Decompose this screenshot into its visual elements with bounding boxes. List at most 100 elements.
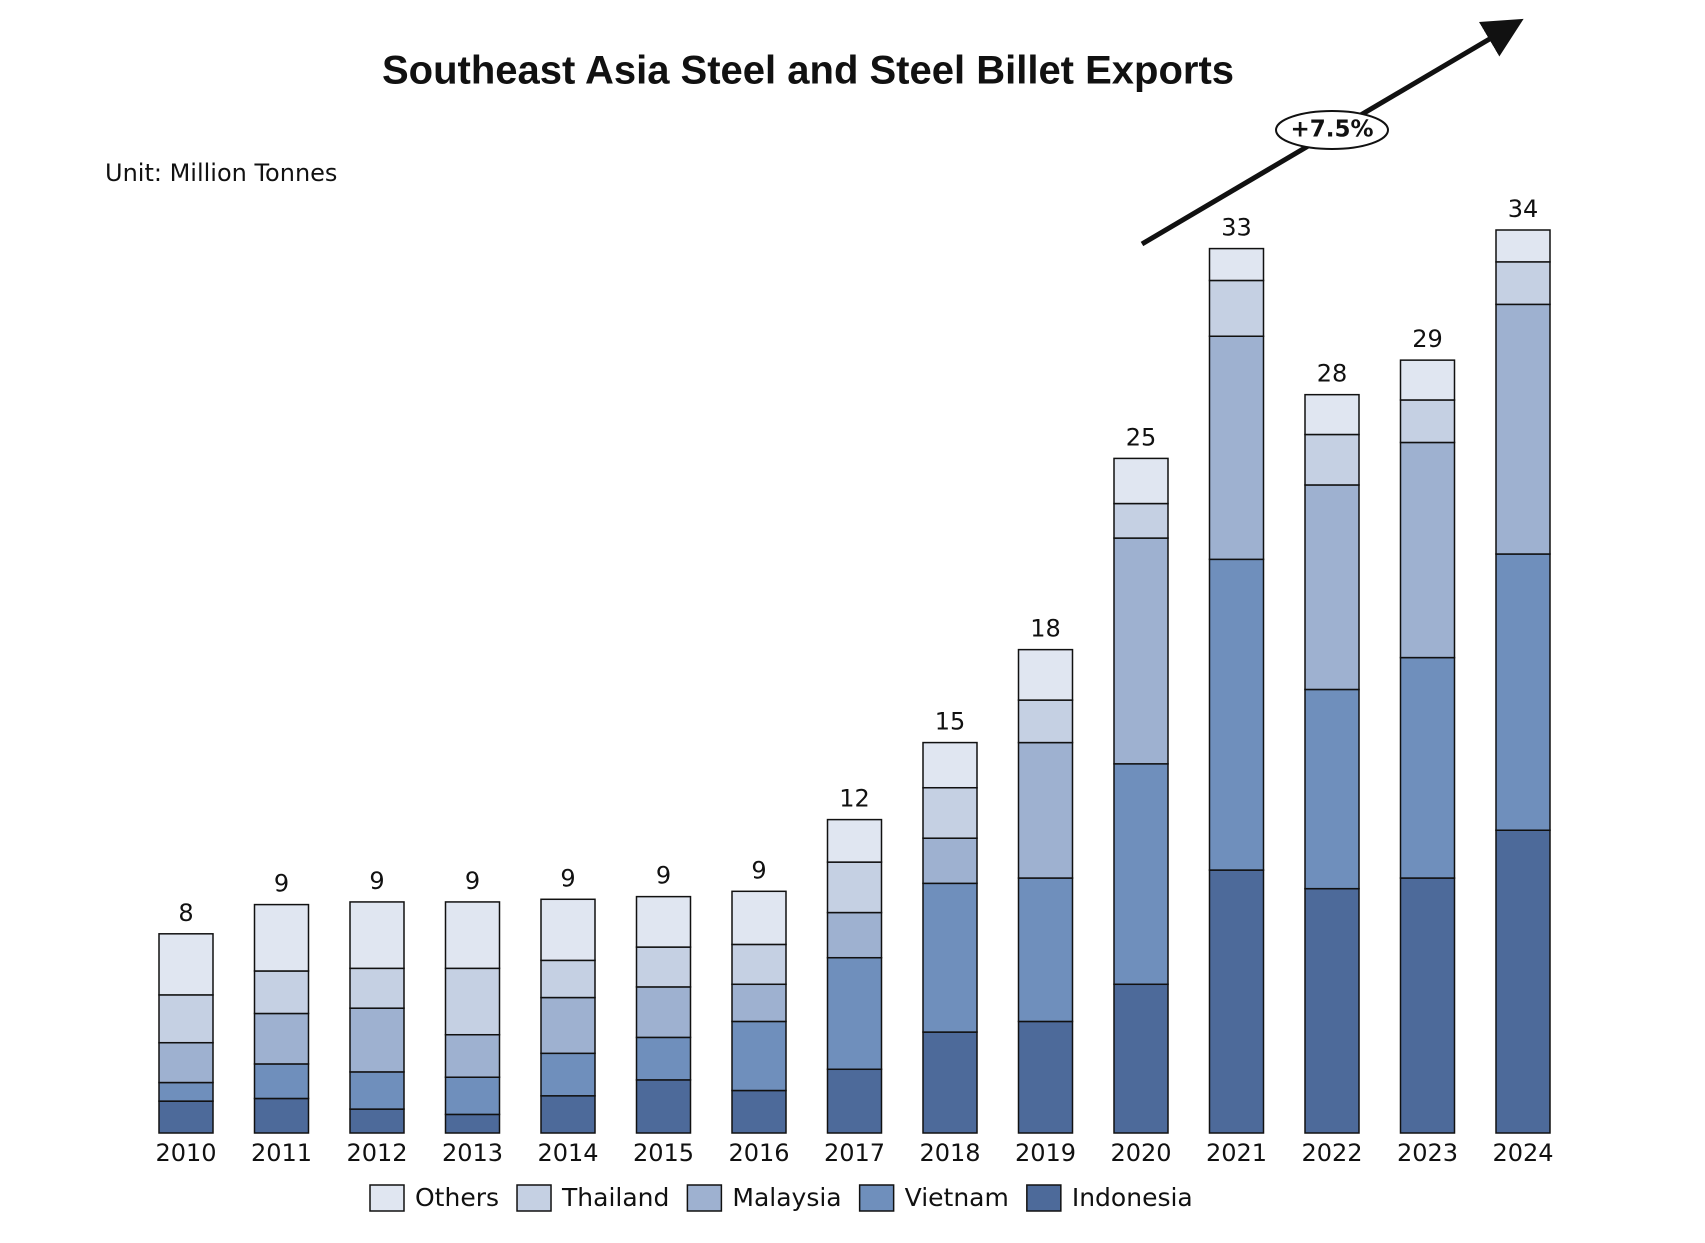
x-tick-label: 2016	[728, 1139, 789, 1167]
total-label: 18	[1030, 615, 1061, 643]
bar-segment	[922, 741, 978, 789]
bar-segment	[1208, 335, 1265, 561]
total-label: 33	[1221, 214, 1252, 242]
legend-label: Thailand	[561, 1183, 669, 1212]
bar-segment	[540, 996, 596, 1055]
total-label: 9	[274, 870, 289, 898]
bar-segment	[1304, 887, 1360, 1134]
bar-segment	[1399, 877, 1456, 1134]
bar-segment	[826, 818, 883, 863]
total-label: 25	[1126, 423, 1157, 451]
bar-segment	[922, 786, 978, 839]
total-label: 29	[1412, 325, 1443, 353]
legend-swatch	[686, 1184, 723, 1212]
bar-segment	[1304, 393, 1360, 436]
bar-segment	[922, 1031, 978, 1134]
bar-segment	[158, 1081, 214, 1102]
annotation-bubble	[1275, 110, 1389, 150]
bar-segment	[922, 837, 978, 885]
bar-segment	[635, 1036, 692, 1081]
bar-segment	[1399, 399, 1456, 444]
total-label: 9	[560, 864, 575, 892]
bar-segment	[731, 1089, 787, 1134]
x-tick-label: 2017	[824, 1139, 885, 1167]
bar-segment	[635, 946, 692, 988]
bar-segment	[1208, 247, 1265, 282]
bar-segment	[1208, 869, 1265, 1134]
total-label: 9	[465, 867, 480, 895]
legend-swatch	[516, 1184, 552, 1212]
bar-segment	[1304, 433, 1360, 486]
bar-segment	[540, 959, 596, 999]
legend-label: Malaysia	[732, 1183, 841, 1212]
bar-segment	[826, 911, 883, 959]
bar-segment	[1495, 303, 1551, 555]
legend-swatch	[369, 1184, 405, 1212]
bar-segment	[1208, 279, 1265, 337]
bar-segment	[1304, 688, 1360, 890]
bar-segment	[253, 903, 310, 972]
total-label: 9	[751, 856, 766, 884]
bar-segment	[635, 895, 692, 948]
legend-swatch	[858, 1184, 895, 1212]
bar-segment	[1017, 699, 1074, 744]
x-tick-label: 2014	[537, 1139, 598, 1167]
bar-segment	[540, 1052, 596, 1097]
bar-segment	[731, 983, 787, 1023]
bar-segment	[253, 1012, 310, 1065]
x-tick-label: 2020	[1110, 1139, 1171, 1167]
bar-segment	[444, 1113, 501, 1134]
bar-segment	[1113, 983, 1169, 1134]
total-label: 34	[1508, 195, 1539, 223]
total-label: 8	[178, 899, 193, 927]
total-label: 12	[839, 785, 870, 813]
bar-segment	[1017, 1020, 1074, 1134]
legend-swatch	[1026, 1184, 1062, 1212]
bar-segment	[444, 901, 501, 970]
bar-segment	[253, 1063, 310, 1100]
bar-segment	[349, 1007, 405, 1073]
bar-segment	[444, 1076, 501, 1116]
total-label: 9	[656, 862, 671, 890]
legend: Others Thailand Malaysia Vietnam Indonesia	[369, 1183, 1193, 1212]
bar-segment	[349, 1071, 405, 1110]
bar-segment	[444, 967, 501, 1036]
bar-segment	[922, 882, 978, 1033]
bar-segment	[1113, 502, 1169, 539]
bar-segment	[158, 994, 214, 1044]
x-tick-label: 2022	[1301, 1139, 1362, 1167]
x-tick-label: 2012	[346, 1139, 407, 1167]
bar-segment	[635, 1079, 692, 1134]
bar-segment	[1495, 261, 1551, 306]
bar-segment	[1495, 229, 1551, 263]
chart-title: Southeast Asia Steel and Steel Billet Ex…	[382, 49, 1234, 93]
bar-segment	[1304, 484, 1360, 691]
bar-segment	[1017, 741, 1074, 879]
bar-segment	[1017, 877, 1074, 1023]
x-tick-label: 2024	[1492, 1139, 1553, 1167]
bar-segment	[349, 967, 405, 1009]
bar-segment	[1113, 763, 1169, 986]
bar-segment	[253, 970, 310, 1015]
bar-segment	[1495, 553, 1551, 831]
bar-segment	[1113, 537, 1169, 765]
bar-segment	[1113, 457, 1169, 505]
bar-segment	[826, 861, 883, 914]
x-tick-label: 2013	[442, 1139, 503, 1167]
legend-label: Vietnam	[905, 1183, 1009, 1212]
bar-segment	[158, 1041, 214, 1084]
annotation: +7.5%	[1290, 117, 1373, 143]
bar-segment	[349, 1108, 405, 1134]
bar-segment	[731, 943, 787, 986]
legend-label: Others	[415, 1183, 499, 1212]
bar-segment	[253, 1097, 310, 1134]
bar-segment	[826, 956, 883, 1071]
x-tick-label: 2018	[919, 1139, 980, 1167]
plot: 8 2010 9 2011 9 2012 9 2013 9 2014 9 2015 9 2016 12 201…	[155, 195, 1553, 1167]
bar-segment	[158, 933, 214, 996]
bar-segment	[1399, 441, 1456, 659]
unit-label: Unit: Million Tonnes	[105, 159, 337, 187]
bar-segment	[1399, 359, 1456, 401]
bar-segment	[1017, 648, 1074, 701]
bar-segment	[158, 1100, 214, 1134]
